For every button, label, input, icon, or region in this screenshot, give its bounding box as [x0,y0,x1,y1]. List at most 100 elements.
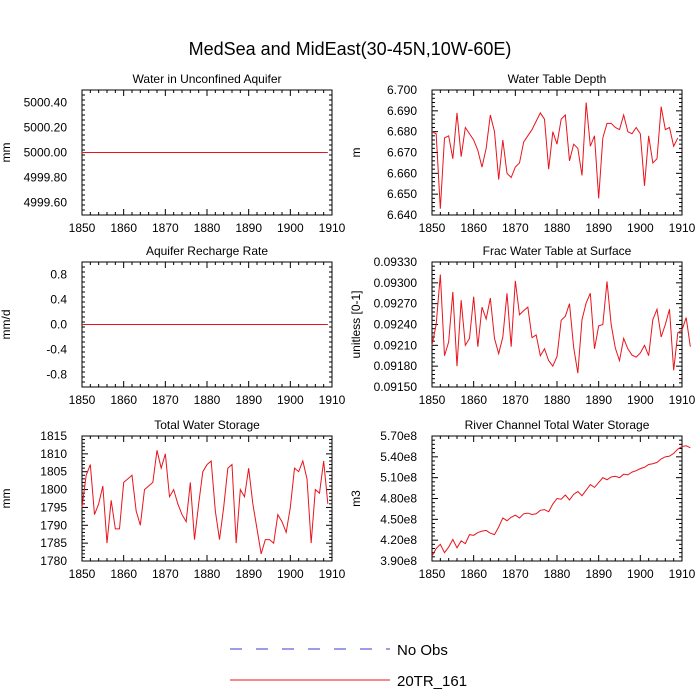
y-tick-label: 3.90e8 [380,554,417,568]
y-tick-label: 6.680 [387,125,417,139]
x-tick-label: 1890 [585,393,612,407]
x-tick-label: 1910 [669,567,696,581]
x-tick-label: 1860 [460,393,487,407]
x-tick-label: 1850 [419,393,446,407]
y-tick-label: 6.650 [387,187,417,201]
x-tick-label: 1850 [69,567,96,581]
y-axis-label: unitless [0-1] [349,290,363,358]
y-axis-label: mm/d [0,310,13,340]
y-axis-label: m3 [349,490,363,507]
plot-frame [431,261,683,388]
series-line-20tr-161 [431,274,691,374]
x-tick-label: 1850 [419,567,446,581]
y-tick-label: 0.4 [50,293,67,307]
y-tick-label: 1790 [40,518,67,532]
y-tick-label: 5000.40 [24,96,68,110]
y-tick-label: 0.0 [50,318,67,332]
series-line-20tr-161 [431,102,679,209]
y-tick-label: 0.09330 [374,255,418,269]
y-axis-label: m [349,148,363,158]
panel-title: River Channel Total Water Storage [465,418,650,432]
x-tick-label: 1860 [110,393,137,407]
y-tick-label: 4.50e8 [380,512,417,526]
x-tick-label: 1870 [502,567,529,581]
x-tick-label: 1850 [69,221,96,235]
x-tick-label: 1910 [669,393,696,407]
y-tick-label: 1785 [40,536,67,550]
legend: No Obs 20TR_161 [230,642,467,690]
x-tick-label: 1910 [319,567,346,581]
series-line-20tr-161 [81,450,329,554]
panel-title: Water in Unconfined Aquifer [133,72,282,86]
x-tick-label: 1860 [460,567,487,581]
figure-title: MedSea and MidEast(30-45N,10W-60E) [189,39,512,59]
x-tick-label: 1890 [235,393,262,407]
panel-title: Water Table Depth [508,72,607,86]
y-tick-label: 5000.20 [24,121,68,135]
x-tick-label: 1860 [110,567,137,581]
x-tick-label: 1880 [544,393,571,407]
y-tick-label: -0.4 [46,343,67,357]
x-tick-label: 1880 [544,567,571,581]
panels: Water in Unconfined Aquifer 1850 1860 1870 1… [0,72,696,581]
y-tick-label: 0.09300 [374,276,418,290]
x-tick-label: 1870 [152,567,179,581]
panel-title: Aquifer Recharge Rate [146,244,268,258]
y-tick-label: 1795 [40,500,67,514]
panel-title: Total Water Storage [154,418,260,432]
x-tick-label: 1900 [277,393,304,407]
plot-frame [81,435,333,562]
y-tick-label: 1810 [40,447,67,461]
chart-panel-4: Total Water Storage 1850 1860 1870 1880 1890 1… [0,418,346,581]
x-tick-label: 1870 [152,221,179,235]
x-tick-label: 1850 [69,393,96,407]
x-tick-label: 1870 [152,393,179,407]
y-tick-label: 4999.60 [24,196,68,210]
y-tick-label: 0.09270 [374,297,418,311]
legend-label-20tr-161: 20TR_161 [397,673,467,690]
plot-frame [431,89,683,216]
x-tick-label: 1860 [460,221,487,235]
chart-panel-0: Water in Unconfined Aquifer 1850 1860 1870 1… [0,72,346,235]
y-tick-label: 6.640 [387,208,417,222]
chart-panel-5: River Channel Total Water Storage 1850 186… [349,418,696,581]
panel-title: Frac Water Table at Surface [483,244,632,258]
chart-panel-1: Water Table Depth 1850 1860 1870 1880 1890 190… [349,72,696,235]
x-tick-label: 1880 [194,221,221,235]
x-tick-label: 1880 [194,393,221,407]
x-tick-label: 1900 [627,221,654,235]
y-tick-label: 5.70e8 [380,429,417,443]
x-tick-label: 1910 [319,221,346,235]
y-tick-label: 6.700 [387,83,417,97]
y-tick-label: 5.10e8 [380,471,417,485]
y-tick-label: 1815 [40,429,67,443]
y-tick-label: 1800 [40,483,67,497]
x-tick-label: 1860 [110,221,137,235]
x-tick-label: 1880 [194,567,221,581]
y-tick-label: 0.8 [50,268,67,282]
x-tick-label: 1890 [235,221,262,235]
y-tick-label: 6.660 [387,166,417,180]
y-tick-label: 4.20e8 [380,533,417,547]
y-tick-label: 0.09180 [374,359,418,373]
x-tick-label: 1890 [585,567,612,581]
y-tick-label: 6.690 [387,104,417,118]
y-axis-label: mm [0,489,13,509]
x-tick-label: 1870 [502,221,529,235]
x-tick-label: 1900 [627,393,654,407]
y-tick-label: 5.40e8 [380,450,417,464]
x-tick-label: 1850 [419,221,446,235]
legend-label-no-obs: No Obs [397,642,448,659]
y-tick-label: 4.80e8 [380,492,417,506]
y-tick-label: 1780 [40,554,67,568]
chart-panel-2: Aquifer Recharge Rate 1850 1860 1870 1880 189… [0,244,346,407]
y-tick-label: 0.09150 [374,380,418,394]
y-axis-label: mm [0,143,13,163]
y-tick-label: 0.09240 [374,318,418,332]
series-line-20tr-161 [431,445,691,557]
x-tick-label: 1910 [319,393,346,407]
chart-panel-3: Frac Water Table at Surface 1850 1860 1870 1… [349,244,696,407]
y-tick-label: 5000.00 [24,146,68,160]
y-tick-label: -0.8 [46,368,67,382]
